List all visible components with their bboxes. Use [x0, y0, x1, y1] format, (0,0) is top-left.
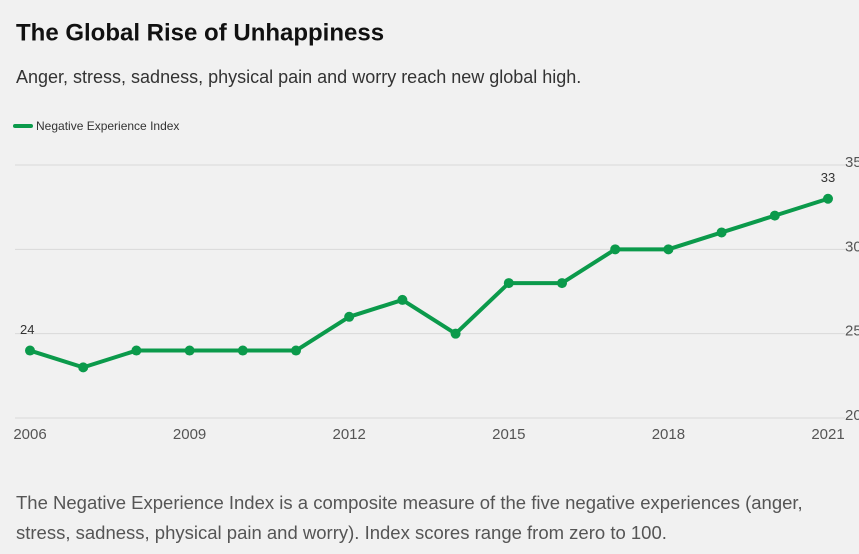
y-tick-label: 20 [845, 407, 859, 424]
point [663, 244, 674, 255]
point [823, 193, 833, 204]
chart-subtitle: Anger, stress, sadness, physical pain an… [16, 67, 581, 87]
point [450, 328, 461, 339]
point [344, 311, 355, 322]
x-tick-label: 2018 [652, 426, 685, 443]
y-tick-label: 30 [845, 238, 859, 255]
chart-note: The Negative Experience Index is a compo… [16, 492, 803, 543]
point [184, 345, 195, 356]
point [397, 294, 408, 305]
data-label: 33 [821, 170, 835, 185]
y-tick-label: 25 [845, 323, 859, 340]
point [291, 345, 301, 356]
point [557, 278, 567, 289]
point [131, 345, 142, 356]
chart-title: The Global Rise of Unhappiness [16, 19, 384, 46]
x-tick-label: 2015 [492, 426, 525, 443]
y-tick-label: 35 [845, 154, 859, 171]
chart: The Global Rise of Unhappiness Anger, st… [13, 19, 859, 443]
x-tick-label: 2021 [811, 426, 844, 443]
point [25, 345, 35, 356]
legend-label: Negative Experience Index [36, 119, 179, 133]
point [503, 278, 514, 289]
point [610, 244, 621, 255]
x-tick-label: 2009 [173, 426, 206, 443]
x-tick-label: 2012 [333, 426, 366, 443]
point [769, 210, 780, 221]
point [78, 362, 89, 373]
point [237, 345, 248, 356]
line [29, 196, 829, 370]
data-label: 24 [20, 322, 34, 337]
x-tick-label: 2006 [13, 426, 46, 443]
point [716, 227, 727, 238]
